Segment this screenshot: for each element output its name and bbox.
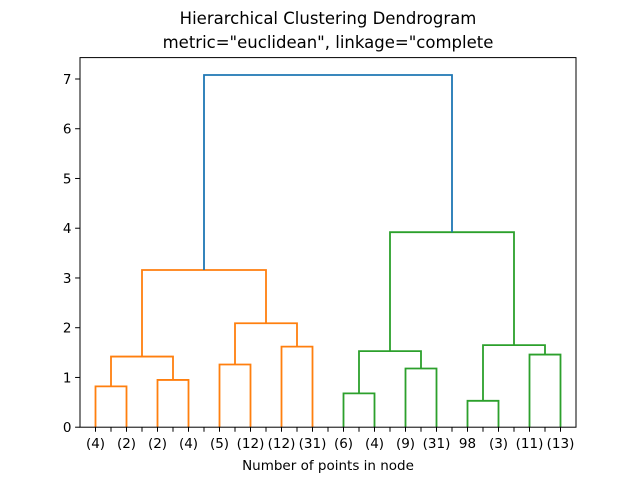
leaf-count-label: (2) bbox=[117, 436, 136, 452]
chart-subtitle: metric="euclidean", linkage="complete bbox=[163, 33, 494, 52]
leaf-count-label: 98 bbox=[459, 436, 476, 452]
dendrogram-link bbox=[389, 231, 515, 352]
dendrogram-link bbox=[94, 385, 128, 428]
dendrogram-link bbox=[110, 355, 174, 387]
dendrogram-link bbox=[280, 345, 314, 428]
dendrogram-links bbox=[94, 74, 562, 428]
leaf-count-label: (2) bbox=[148, 436, 167, 452]
dendrogram-link bbox=[482, 344, 546, 401]
leaf-count-label: (11) bbox=[516, 436, 544, 452]
dendrogram-link bbox=[358, 350, 422, 394]
leaf-count-label: (9) bbox=[396, 436, 415, 452]
y-tick-label: 3 bbox=[63, 271, 72, 287]
dendrogram-link bbox=[342, 392, 376, 428]
leaf-count-label: (13) bbox=[547, 436, 575, 452]
leaf-count-label: (12) bbox=[268, 436, 296, 452]
dendrogram-link bbox=[141, 269, 267, 357]
leaf-count-label: (4) bbox=[86, 436, 105, 452]
y-tick-label: 4 bbox=[63, 221, 72, 237]
leaf-count-label: (3) bbox=[489, 436, 508, 452]
y-tick-label: 7 bbox=[63, 72, 72, 88]
dendrogram-link bbox=[203, 74, 453, 271]
leaf-count-label: (5) bbox=[210, 436, 229, 452]
chart-title: Hierarchical Clustering Dendrogram bbox=[180, 9, 477, 28]
leaf-count-label: (12) bbox=[237, 436, 265, 452]
leaf-labels: (4) (2) (2) (4) (5) (12) (12) (31) (6) (4) (9) (31)… bbox=[86, 436, 574, 452]
x-axis-label: Number of points in node bbox=[242, 458, 414, 474]
leaf-count-label: (4) bbox=[365, 436, 384, 452]
y-tick-label: 5 bbox=[63, 171, 72, 187]
leaf-count-label: (4) bbox=[179, 436, 198, 452]
y-tick-label: 2 bbox=[63, 321, 72, 337]
dendrogram-link bbox=[156, 379, 190, 428]
y-axis-ticks: 0 1 2 3 4 5 6 7 bbox=[63, 72, 80, 436]
dendrogram-link bbox=[218, 363, 252, 428]
dendrogram-link bbox=[404, 367, 438, 428]
leaf-count-label: (31) bbox=[423, 436, 451, 452]
dendrogram-link bbox=[234, 322, 298, 365]
dendrogram-link bbox=[528, 353, 562, 428]
axes-spines bbox=[79, 57, 577, 428]
x-axis-ticks bbox=[95, 427, 561, 432]
leaf-count-label: (31) bbox=[299, 436, 327, 452]
y-tick-label: 0 bbox=[63, 420, 72, 436]
y-tick-label: 6 bbox=[63, 122, 72, 138]
y-tick-label: 1 bbox=[63, 370, 72, 386]
dendrogram-link bbox=[466, 399, 500, 428]
leaf-count-label: (6) bbox=[334, 436, 353, 452]
